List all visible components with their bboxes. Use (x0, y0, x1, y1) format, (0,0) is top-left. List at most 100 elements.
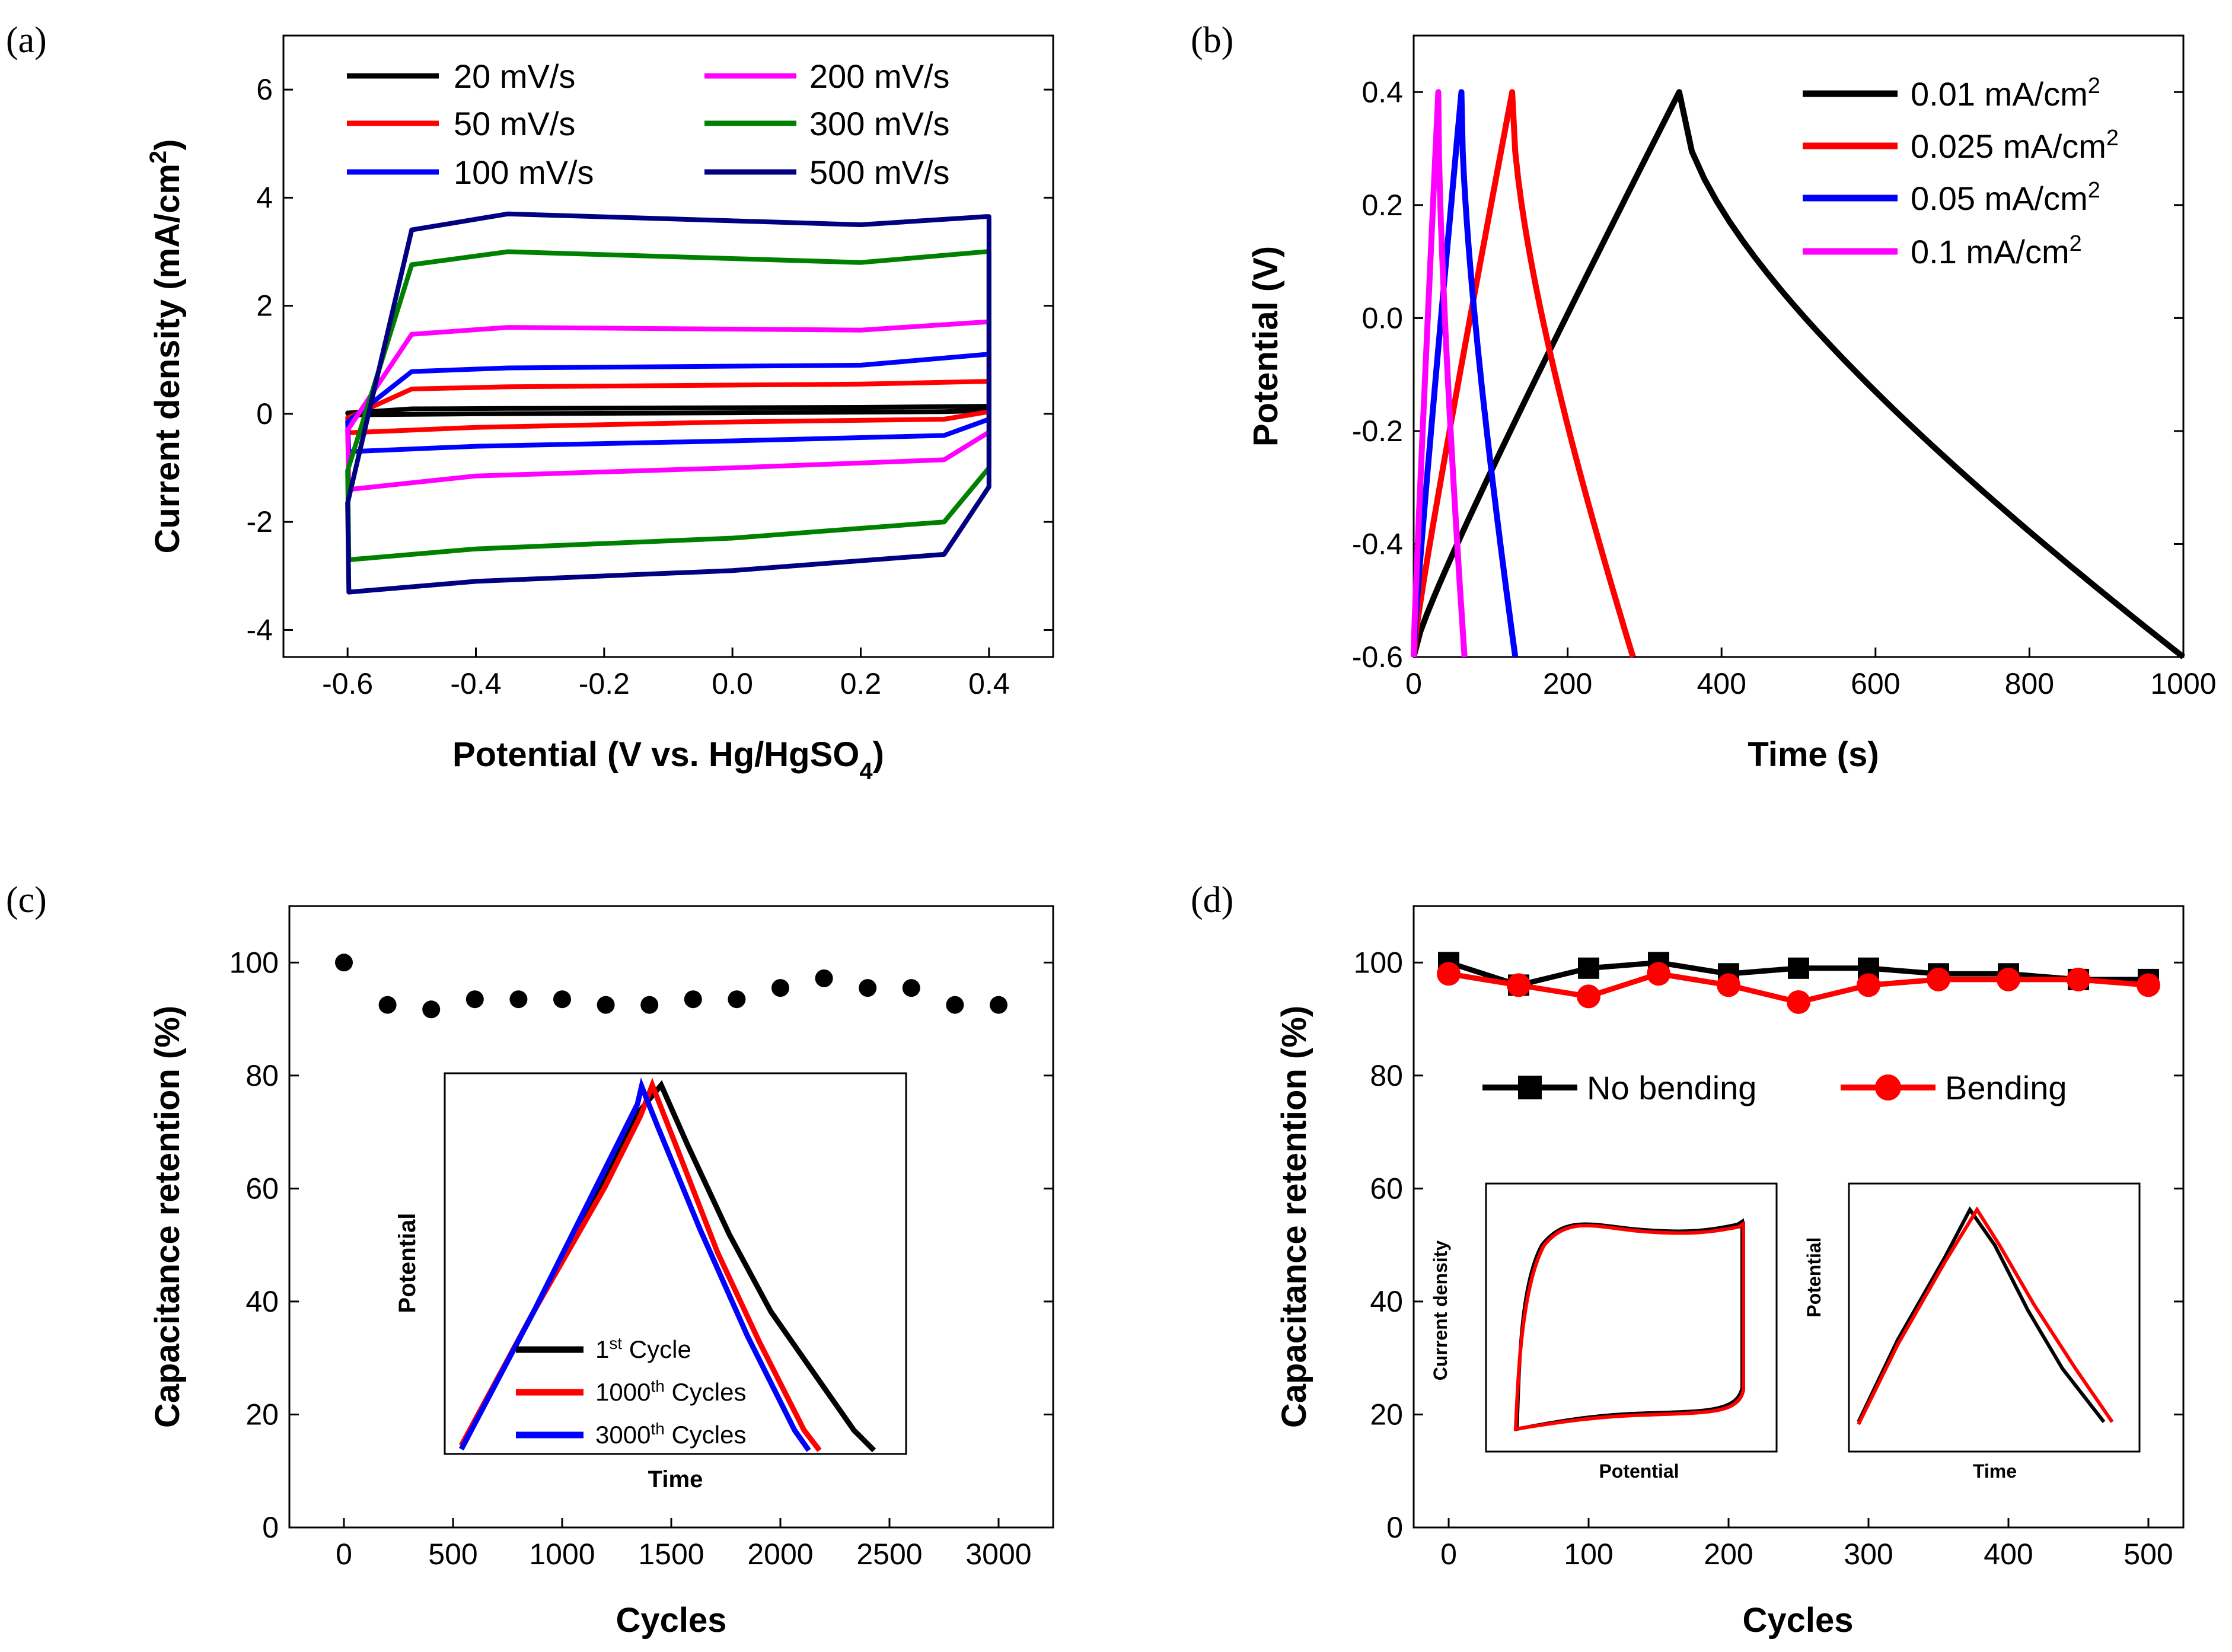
legend-label-0.05: 0.05 mA/cm2 (1911, 178, 2100, 217)
legend-label-0.1: 0.1 mA/cm2 (1911, 231, 2082, 270)
retention-point (597, 996, 615, 1014)
panel-b-series (1411, 89, 2186, 659)
retention-point (378, 996, 397, 1014)
inset-cv-x-title: Potential (1599, 1460, 1679, 1482)
panel-b-y-title: Potential (V) (1246, 246, 1285, 447)
panel-a-ytick-label: 4 (256, 181, 273, 214)
retention-point (771, 979, 789, 997)
legend-label-500: 500 mV/s (809, 154, 950, 191)
legend-label-0.01: 0.01 mA/cm2 (1911, 74, 2100, 113)
gcd-curve-0.1-mA-cm2 (1411, 89, 1468, 658)
panel-a: (a) -0.6 -0.4 -0.2 0.0 0.2 0.4 -4 -2 0 2 4 6 20 mV/… (6, 20, 1054, 784)
marker-bending (2137, 973, 2160, 997)
panel-b: (b) 0 200 400 600 800 1000-0.6-0.4-0.20.00.20… (1191, 20, 2217, 774)
panel-d-legend: No bending Bending (1482, 1069, 2067, 1106)
panel-c-ytick-label: 20 (245, 1398, 279, 1431)
legend-label-300: 300 mV/s (809, 105, 950, 142)
retention-point (859, 979, 877, 997)
legend-label-50: 50 mV/s (454, 105, 575, 142)
retention-point (946, 996, 964, 1014)
panel-b-xtick-label: 200 (1543, 667, 1592, 700)
marker-bending (2067, 967, 2090, 991)
panel-d-ytick-label: 20 (1370, 1398, 1403, 1431)
panel-a-ticks: -0.6 -0.4 -0.2 0.0 0.2 0.4 -4 -2 0 2 4 6 (247, 73, 1053, 700)
panel-a-xtick-label: 0.4 (968, 667, 1010, 700)
cv-loop-500-mV-s (345, 211, 991, 595)
panel-a-xtick-label: 0.2 (840, 667, 882, 700)
panel-c-xtick-label: 2000 (747, 1538, 813, 1571)
panel-b-ytick-label: 0.4 (1361, 75, 1403, 109)
panel-d-xtick-label: 400 (1984, 1538, 2033, 1571)
marker-bending (1647, 962, 1670, 986)
inset-gcd-bending (1857, 1206, 2114, 1425)
cv-loop-100-mV-s (345, 352, 991, 454)
panel-d-ytick-label: 0 (1386, 1511, 1403, 1544)
inset-c-y-title: Potential (394, 1213, 420, 1313)
retention-point (509, 990, 528, 1009)
gcd-curve-0.01-mA-cm2 (1411, 89, 2186, 659)
panel-c-y-title: Capacitance retention (%) (148, 1006, 187, 1428)
panel-a-x-title: Potential (V vs. Hg/HgSO4) (452, 735, 884, 784)
panel-c-xtick-label: 2500 (856, 1538, 922, 1571)
panel-c-label: (c) (6, 880, 47, 920)
panel-b-xtick-label: 800 (2005, 667, 2054, 700)
retention-point (335, 953, 353, 972)
panel-b-ytick-label: -0.4 (1352, 527, 1403, 560)
panel-c: (c) 0 500 1000 1500 2000 2500 3000 0 20 40 60 80 100… (6, 880, 1054, 1640)
panel-d-y-title: Capacitance retention (%) (1275, 1006, 1313, 1428)
gcd-curve-0.025-mA-cm2 (1411, 89, 1636, 658)
retention-point (553, 990, 571, 1009)
panel-b-xtick-label: 0 (1405, 667, 1422, 700)
marker-bending (1437, 962, 1461, 986)
panel-a-ytick-label: -2 (247, 505, 273, 538)
retention-point (422, 1000, 441, 1019)
panel-a-xtick-label: 0.0 (712, 667, 753, 700)
panel-b-ytick-label: 0.0 (1361, 301, 1403, 334)
panel-c-inset: 1st Cycle 1000th Cycles 3000th Cycles Ti… (394, 1072, 907, 1492)
retention-point (815, 969, 833, 987)
panel-d-ytick-label: 100 (1354, 946, 1403, 979)
panel-a-ytick-label: 0 (256, 397, 273, 430)
retention-point (728, 990, 746, 1009)
panel-b-xtick-label: 400 (1697, 667, 1746, 700)
panel-c-points (335, 953, 1007, 1019)
legend-marker-circle (1875, 1074, 1901, 1101)
panel-c-xtick-label: 0 (336, 1538, 352, 1571)
marker-bending (1787, 990, 1810, 1014)
gcd-curve-0.05-mA-cm2 (1411, 89, 1519, 658)
panel-d-xtick-label: 200 (1704, 1538, 1753, 1571)
legend-label-20: 20 mV/s (454, 58, 575, 95)
panel-b-ytick-label: -0.6 (1352, 640, 1403, 674)
legend-marker-square (1518, 1076, 1542, 1099)
inset-gcd-1000th-cycle (459, 1077, 822, 1452)
inset-c-x-title: Time (648, 1466, 703, 1492)
panel-c-ytick-label: 0 (262, 1511, 279, 1544)
retention-point (640, 996, 659, 1014)
retention-point (465, 990, 484, 1009)
panel-d-ytick-label: 80 (1370, 1059, 1403, 1092)
inset-legend-3000th: 3000th Cycles (595, 1420, 747, 1449)
panel-d-ytick-label: 60 (1370, 1172, 1403, 1205)
legend-label-200: 200 mV/s (809, 58, 950, 95)
inset-legend-1000th: 1000th Cycles (595, 1377, 747, 1407)
legend-label-bending: Bending (1945, 1069, 2067, 1106)
panel-a-xtick-label: -0.2 (579, 667, 630, 700)
marker-bending (1717, 973, 1740, 997)
panel-d-ytick-label: 40 (1370, 1285, 1403, 1318)
panel-a-ytick-label: 6 (256, 73, 273, 106)
retention-point (684, 990, 702, 1009)
panel-b-xtick-label: 1000 (2150, 667, 2216, 700)
inset-gcd-3000th-cycle (459, 1077, 811, 1452)
panel-a-ytick-label: 2 (256, 289, 273, 323)
inset-legend-1st: 1st Cycle (595, 1334, 691, 1364)
panel-d-xtick-label: 500 (2123, 1538, 2173, 1571)
legend-label-100: 100 mV/s (454, 154, 594, 191)
panel-c-xtick-label: 1000 (529, 1538, 595, 1571)
panel-c-xtick-label: 1500 (638, 1538, 704, 1571)
panel-d: (d) 0 100 200 300 400 500 0 20 40 60 80 100 No bend… (1191, 880, 2185, 1640)
panel-a-xtick-label: -0.4 (450, 667, 501, 700)
panel-d-xtick-label: 0 (1440, 1538, 1457, 1571)
panel-d-xtick-label: 100 (1564, 1538, 1613, 1571)
panel-d-frame (1412, 905, 2185, 1529)
